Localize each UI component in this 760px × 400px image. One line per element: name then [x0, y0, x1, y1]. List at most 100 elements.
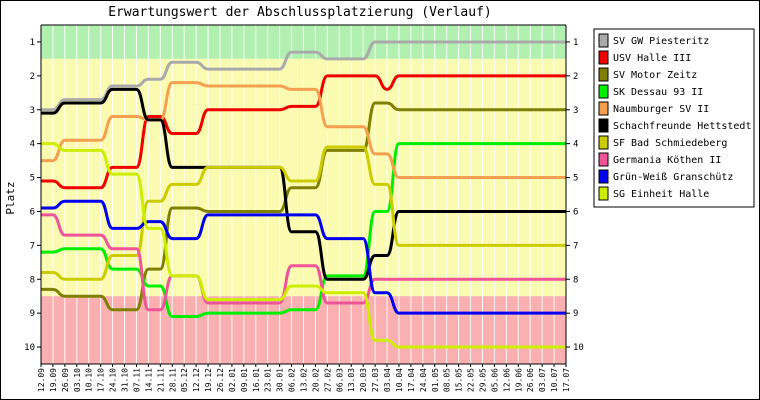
- x-tick-label: 23.01: [264, 368, 273, 392]
- y-tick-label-right: 4: [573, 140, 578, 150]
- y-tick-label-left: 2: [30, 72, 35, 82]
- x-tick-label: 05.12: [180, 368, 189, 392]
- x-tick-label: 24.10: [109, 368, 118, 392]
- legend-label-3: SK Dessau 93 II: [613, 87, 703, 98]
- x-tick-label: 24.04: [419, 368, 428, 392]
- y-tick-label-left: 9: [30, 309, 35, 319]
- x-tick-label: 12.06: [502, 368, 511, 392]
- x-tick-label: 03.04: [383, 368, 392, 392]
- x-tick-label: 02.01: [228, 368, 237, 392]
- legend-label-4: Naumburger SV II: [613, 104, 709, 115]
- legend-swatch-9: [598, 186, 609, 201]
- legend-label-1: USV Halle III: [613, 53, 691, 64]
- x-tick-label: 08.05: [443, 368, 452, 392]
- x-tick-label: 26.09: [61, 368, 70, 392]
- x-tick-label: 03.07: [538, 368, 547, 392]
- legend-box: [593, 28, 755, 208]
- y-tick-label-left: 5: [30, 174, 35, 184]
- y-tick-label-right: 9: [573, 309, 578, 319]
- y-tick-label-left: 3: [30, 106, 35, 116]
- y-tick-label-right: 3: [573, 106, 578, 116]
- x-tick-label: 05.06: [490, 368, 499, 392]
- x-tick-label: 17.10: [97, 368, 106, 392]
- series-line-2: [40, 101, 566, 312]
- series-line-0: [41, 40, 566, 112]
- y-tick-label-left: 7: [30, 241, 35, 251]
- legend-swatch-5: [598, 118, 609, 133]
- legend-label-7: Germania Köthen II: [613, 155, 721, 166]
- y-tick-label-left: 6: [30, 207, 35, 217]
- x-tick-label: 20.02: [311, 368, 320, 392]
- y-tick-label-left: 1: [30, 38, 35, 48]
- x-tick-label: 16.01: [252, 368, 261, 392]
- x-tick-label: 19.06: [514, 368, 523, 392]
- y-tick-label-left: 4: [30, 140, 35, 150]
- x-tick-label: 15.05: [455, 368, 464, 392]
- y-tick-label-right: 10: [573, 343, 584, 353]
- series-line-6: [40, 145, 567, 281]
- series-lines: [40, 40, 567, 349]
- x-tick-label: 10.07: [550, 368, 559, 392]
- y-tick-label-left: 8: [30, 275, 35, 285]
- x-tick-label: 31.10: [121, 368, 130, 392]
- x-tick-label: 07.11: [132, 368, 141, 392]
- legend: SV GW Piesteritz USV Halle III SV Motor Ze…: [593, 28, 755, 208]
- legend-label-5: Schachfreunde Hettstedt: [613, 121, 751, 132]
- x-tick-label: 21.11: [156, 368, 165, 392]
- x-tick-label: 27.03: [371, 368, 380, 392]
- x-tick-label: 26.12: [216, 368, 225, 392]
- y-tick-label-left: 10: [24, 343, 35, 353]
- legend-label-9: SG Einheit Halle: [613, 189, 709, 200]
- x-tick-label: 30.01: [276, 368, 285, 392]
- legend-swatch-0: [598, 33, 609, 48]
- y-tick-label-right: 5: [573, 174, 578, 184]
- legend-label-2: SV Motor Zeitz: [613, 70, 697, 81]
- legend-swatch-1: [598, 50, 609, 65]
- x-tick-label: 06.02: [288, 368, 297, 392]
- x-tick-label: 10.04: [395, 368, 404, 392]
- x-tick-label: 10.10: [85, 368, 94, 392]
- x-tick-label: 14.11: [144, 368, 153, 392]
- legend-label-0: SV GW Piesteritz: [613, 36, 709, 47]
- x-tick-label: 13.03: [347, 368, 356, 392]
- legend-swatch-4: [598, 101, 609, 116]
- x-tick-label: 17.07: [562, 368, 571, 392]
- legend-swatch-2: [598, 67, 609, 82]
- x-tick-label: 27.02: [323, 368, 332, 392]
- x-tick-label: 09.01: [240, 368, 249, 392]
- legend-swatch-7: [598, 152, 609, 167]
- chart-title: Erwartungswert der Abschlussplatzierung …: [108, 5, 492, 20]
- legend-swatch-3: [598, 84, 609, 99]
- x-tick-label: 26.06: [526, 368, 535, 392]
- series-line-4: [41, 81, 566, 180]
- y-tick-label-right: 7: [573, 241, 578, 251]
- y-tick-label-right: 2: [573, 72, 578, 82]
- legend-swatch-6: [598, 135, 609, 150]
- legend-swatch-8: [598, 169, 609, 184]
- x-tick-label: 01.05: [431, 368, 440, 392]
- x-tick-label: 12.09: [37, 368, 46, 392]
- series-line-5: [41, 87, 567, 281]
- series-line-3: [41, 142, 566, 319]
- axes: 1 1 2 2 3 3 4 4 5 5 6 6 7 7 8 8 9 9 10 10 12.09 19.09 26.09 03.…: [24, 24, 584, 392]
- series-line-7: [40, 213, 566, 312]
- x-tick-label: 29.05: [478, 368, 487, 392]
- y-tick-label-right: 8: [573, 275, 578, 285]
- x-tick-label: 12.12: [192, 368, 201, 392]
- y-axis-label: Platz: [4, 181, 17, 214]
- x-tick-label: 22.05: [467, 368, 476, 392]
- legend-label-6: SF Bad Schmiedeberg: [613, 138, 727, 149]
- x-tick-label: 17.04: [407, 368, 416, 392]
- x-tick-label: 20.03: [359, 368, 368, 392]
- series-line-9: [41, 142, 566, 349]
- legend-label-8: Grün-Weiß Granschütz: [613, 172, 733, 183]
- x-tick-label: 13.02: [300, 368, 309, 392]
- y-tick-label-right: 6: [573, 207, 578, 217]
- y-tick-label-right: 1: [573, 38, 578, 48]
- x-tick-label: 28.11: [168, 368, 177, 392]
- x-tick-label: 19.09: [49, 368, 58, 392]
- series-line-8: [41, 199, 566, 315]
- x-tick-label: 19.12: [204, 368, 213, 392]
- x-tick-label: 06.03: [335, 368, 344, 392]
